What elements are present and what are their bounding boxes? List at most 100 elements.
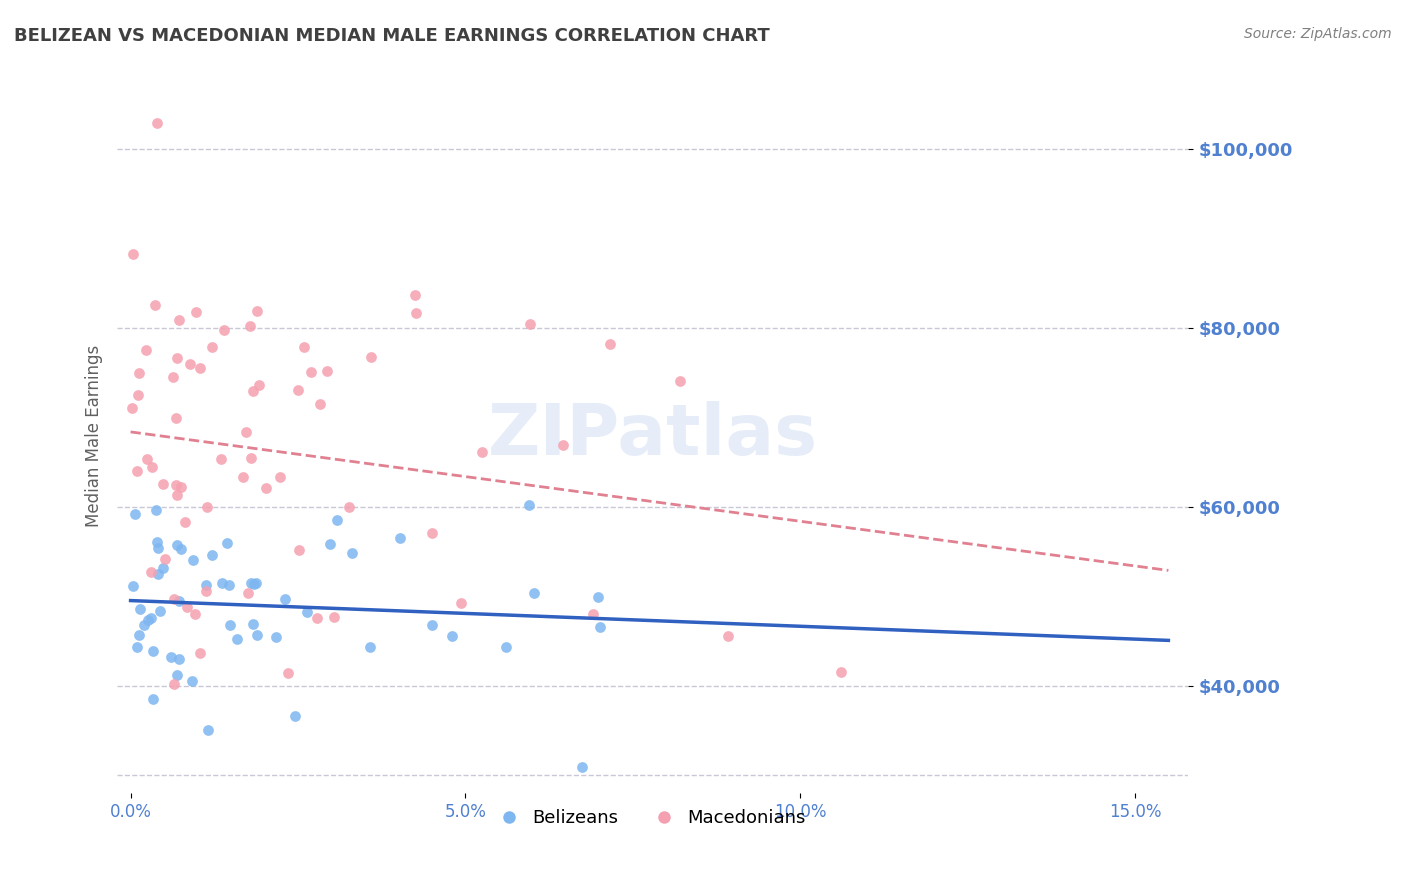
Point — [360, 350, 382, 364]
Point — [136, 452, 159, 467]
Point — [201, 340, 224, 354]
Point — [225, 632, 247, 646]
Point — [166, 538, 188, 552]
Point — [553, 438, 575, 452]
Point — [179, 357, 201, 371]
Point — [211, 576, 233, 591]
Point — [146, 534, 169, 549]
Point — [588, 590, 610, 604]
Point — [184, 305, 207, 319]
Point — [264, 630, 287, 644]
Point — [284, 708, 307, 723]
Point — [388, 531, 411, 545]
Point — [247, 378, 270, 392]
Point — [589, 620, 612, 634]
Point — [236, 586, 259, 600]
Point — [190, 361, 212, 376]
Point — [122, 579, 145, 593]
Point — [274, 592, 297, 607]
Point — [125, 464, 148, 478]
Point — [152, 476, 174, 491]
Point — [201, 548, 224, 562]
Legend: Belizeans, Macedonians: Belizeans, Macedonians — [494, 802, 813, 834]
Point — [146, 541, 169, 555]
Point — [145, 503, 167, 517]
Point — [197, 723, 219, 738]
Point — [571, 760, 593, 774]
Point — [167, 593, 190, 607]
Point — [471, 445, 494, 459]
Point — [139, 611, 162, 625]
Point — [195, 578, 218, 592]
Point — [309, 397, 332, 411]
Point — [162, 369, 184, 384]
Point — [316, 364, 339, 378]
Point — [307, 611, 329, 625]
Point — [217, 536, 239, 550]
Point — [167, 651, 190, 665]
Point — [149, 604, 172, 618]
Point — [121, 401, 143, 415]
Point — [142, 644, 165, 658]
Point — [169, 480, 191, 494]
Point — [420, 617, 443, 632]
Point — [153, 552, 176, 566]
Point — [166, 488, 188, 502]
Point — [232, 470, 254, 484]
Point — [246, 628, 269, 642]
Point — [322, 609, 344, 624]
Point — [239, 319, 262, 334]
Point — [242, 384, 264, 398]
Point — [139, 565, 162, 579]
Point — [242, 617, 264, 632]
Point — [440, 629, 463, 643]
Point — [195, 500, 218, 514]
Point — [165, 411, 187, 425]
Point — [142, 691, 165, 706]
Point — [146, 116, 169, 130]
Point — [295, 605, 318, 619]
Point — [166, 668, 188, 682]
Point — [405, 306, 427, 320]
Point — [128, 601, 150, 615]
Point — [340, 546, 363, 560]
Point — [218, 578, 240, 592]
Point — [128, 366, 150, 380]
Point — [165, 477, 187, 491]
Point — [246, 303, 269, 318]
Point — [134, 618, 156, 632]
Point — [582, 607, 605, 622]
Point — [128, 628, 150, 642]
Point — [242, 577, 264, 591]
Point — [292, 340, 315, 354]
Point — [180, 673, 202, 688]
Point — [124, 507, 146, 521]
Point — [495, 640, 517, 655]
Point — [122, 247, 145, 261]
Point — [209, 452, 232, 467]
Point — [287, 383, 309, 397]
Point — [717, 629, 740, 643]
Point — [183, 552, 205, 566]
Point — [162, 591, 184, 606]
Point — [287, 542, 309, 557]
Point — [143, 298, 166, 312]
Point — [188, 646, 211, 660]
Point — [299, 365, 322, 379]
Point — [169, 541, 191, 556]
Point — [517, 498, 540, 512]
Point — [245, 575, 267, 590]
Point — [146, 567, 169, 582]
Point — [337, 500, 360, 514]
Point — [184, 607, 207, 622]
Text: BELIZEAN VS MACEDONIAN MEDIAN MALE EARNINGS CORRELATION CHART: BELIZEAN VS MACEDONIAN MEDIAN MALE EARNI… — [14, 27, 770, 45]
Point — [422, 526, 444, 541]
Point — [669, 374, 692, 388]
Point — [152, 561, 174, 575]
Point — [239, 451, 262, 466]
Point — [127, 388, 149, 402]
Point — [269, 469, 291, 483]
Point — [136, 613, 159, 627]
Point — [319, 537, 342, 551]
Point — [239, 575, 262, 590]
